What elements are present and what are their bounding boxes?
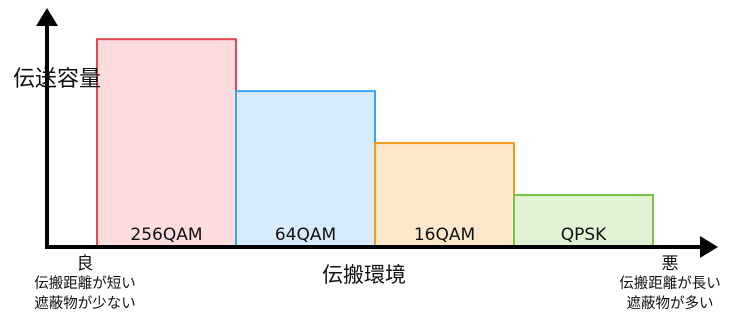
x-axis-arrowhead (700, 236, 718, 258)
x-left-title: 良 (76, 254, 94, 274)
bar-256qam (96, 38, 237, 248)
x-left-line-2: 遮蔽物が少ない (34, 296, 136, 312)
bar-label-qpsk: QPSK (561, 225, 607, 245)
bar-label-64qam: 64QAM (275, 225, 336, 245)
bar-label-256qam: 256QAM (130, 225, 202, 245)
x-right-title: 悪 (661, 254, 679, 274)
y-axis-label: 伝送容量 (13, 67, 102, 92)
bar-qpsk (513, 194, 654, 248)
x-left-line-1: 伝搬距離が短い (34, 276, 136, 292)
bar-16qam (374, 142, 515, 248)
bar-64qam (235, 90, 376, 248)
x-right-line-2: 遮蔽物が多い (626, 296, 714, 312)
y-axis-arrowhead (36, 8, 58, 26)
x-left-annotation: 良 伝搬距離が短い 遮蔽物が少ない (0, 249, 170, 314)
axes-group (36, 8, 718, 258)
bars-group: 256QAM 64QAM 16QAM QPSK (96, 38, 654, 248)
x-axis-label: 伝搬環境 (322, 263, 406, 287)
x-right-annotation: 悪 伝搬距離が長い 遮蔽物が多い (584, 249, 756, 314)
x-right-line-1: 伝搬距離が長い (619, 276, 721, 292)
bar-label-16qam: 16QAM (414, 225, 475, 245)
